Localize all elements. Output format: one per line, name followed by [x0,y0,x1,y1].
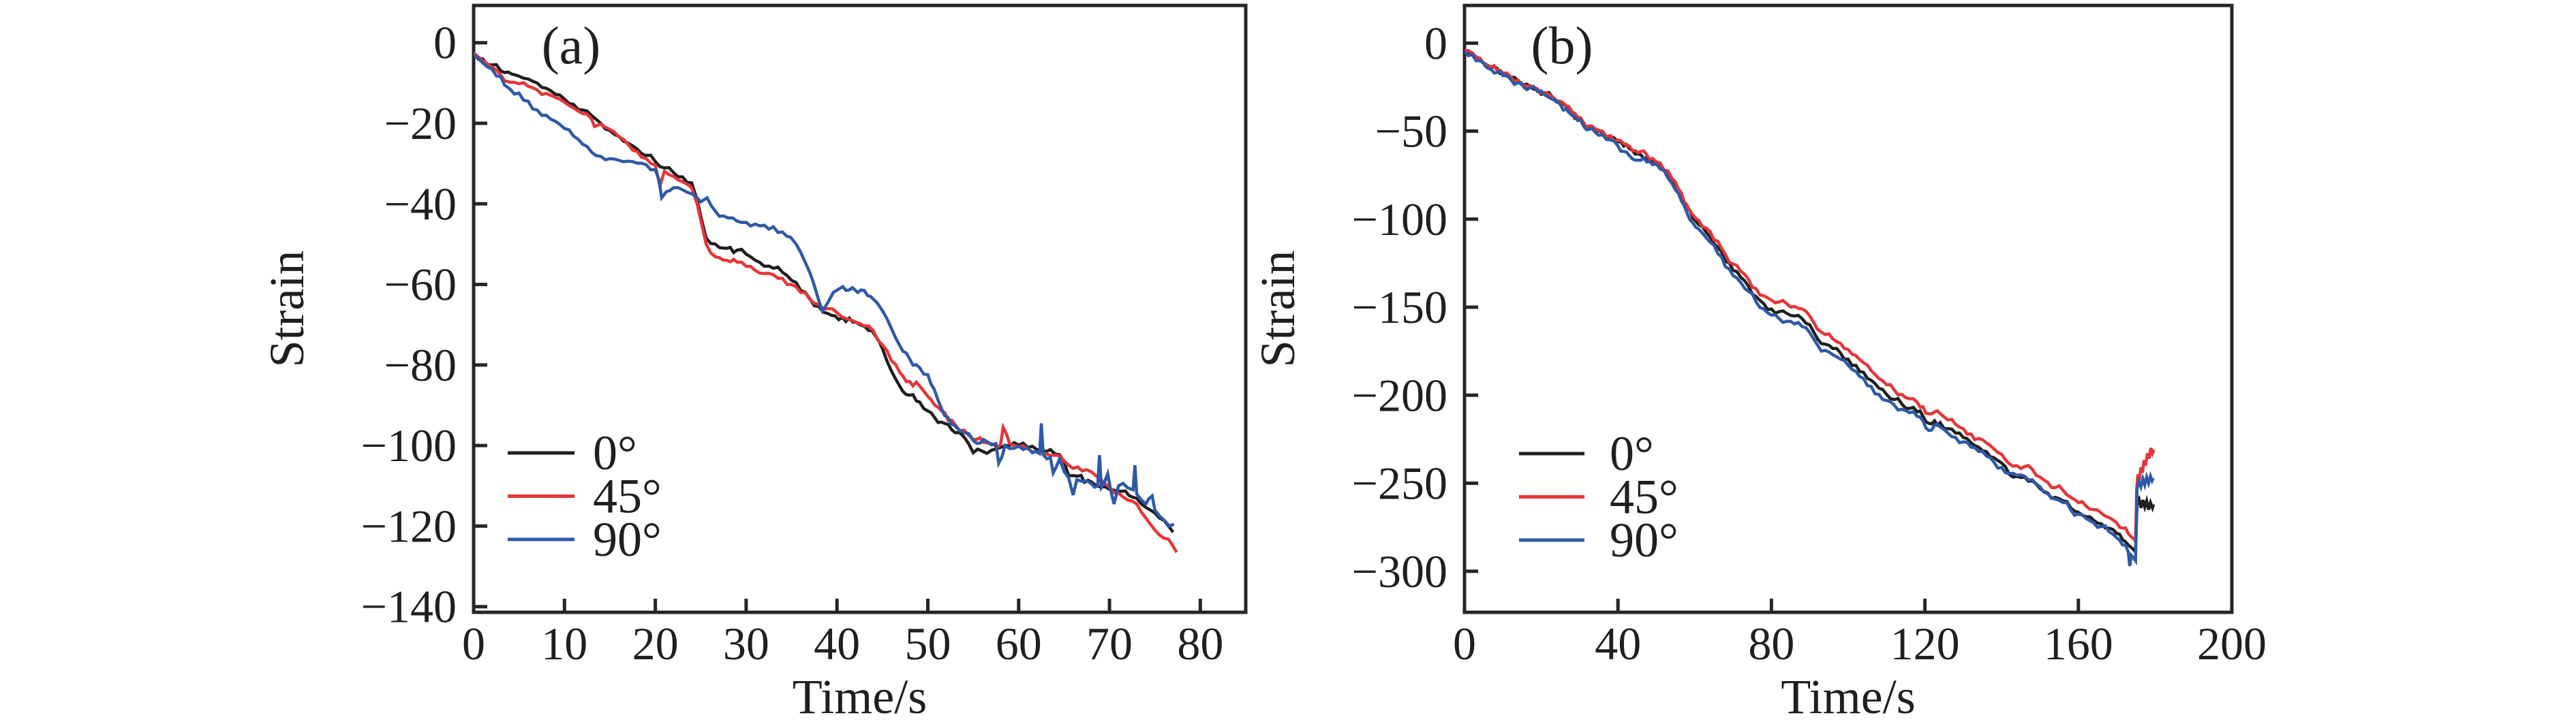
x-tick-label: 40 [814,618,860,670]
series-line-90deg [474,53,1175,529]
y-tick-label: −300 [1352,546,1447,597]
x-tick-label: 160 [2044,618,2113,670]
y-tick-label: −80 [384,339,457,391]
y-axis-title: Strain [260,251,314,368]
x-axis-title: Time/s [793,670,927,724]
series-line-45deg [1465,48,2156,546]
y-tick-label: −120 [361,500,457,552]
x-tick-label: 50 [904,618,951,670]
y-tick-label: −100 [1352,193,1447,245]
x-tick-label: 30 [723,618,769,670]
x-tick-label: 80 [1177,618,1223,670]
x-tick-label: 10 [541,618,587,670]
panel-tag-a: (a) [542,16,601,75]
y-tick-label: −50 [1375,106,1447,157]
x-tick-label: 0 [462,618,485,670]
x-tick-label: 20 [632,618,679,670]
legend-label-90deg: 90° [593,512,662,567]
axis-box [472,3,1248,614]
series-line-45deg [474,51,1178,554]
legend-label-0deg: 0° [593,426,637,480]
y-tick-label: 0 [433,17,457,69]
y-axis-title: Strain [1251,251,1305,368]
legend-label-45deg: 45° [593,469,662,524]
y-tick-label: −20 [384,97,457,149]
legend-label-0deg: 0° [1610,426,1654,481]
x-tick-label: 200 [2197,618,2267,670]
x-tick-label: 60 [996,618,1042,670]
y-tick-label: −60 [384,259,457,311]
x-tick-label: 0 [1453,618,1476,670]
y-tick-label: −250 [1352,458,1447,509]
series-line-0deg [474,52,1175,533]
x-axis-title: Time/s [1781,670,1915,724]
x-tick-label: 120 [1890,618,1960,670]
y-tick-label: −200 [1352,369,1447,421]
x-tick-label: 80 [1748,618,1794,670]
panel-b: 0 40 80 120 160 200 0 −50 −100 −150 −200 −250 −300 Ti… [1251,3,2267,724]
y-tick-label: −150 [1352,281,1447,333]
y-tick-label: −40 [384,178,457,230]
panel-a: 0 10 20 30 40 50 60 70 80 0 −20 −40 −60 −80 −100 −120 −1… [260,3,1248,724]
y-tick-label: 0 [1424,17,1447,69]
y-tick-label: −100 [361,420,457,471]
series-line-0deg [1465,48,2156,556]
series-line-90deg [1465,50,2155,567]
x-tick-label: 70 [1086,618,1133,670]
y-tick-label: −140 [361,581,457,633]
panel-tag-b: (b) [1531,16,1593,75]
legend-label-90deg: 90° [1610,513,1678,567]
x-tick-label: 40 [1595,618,1641,670]
legend-label-45deg: 45° [1610,470,1678,524]
